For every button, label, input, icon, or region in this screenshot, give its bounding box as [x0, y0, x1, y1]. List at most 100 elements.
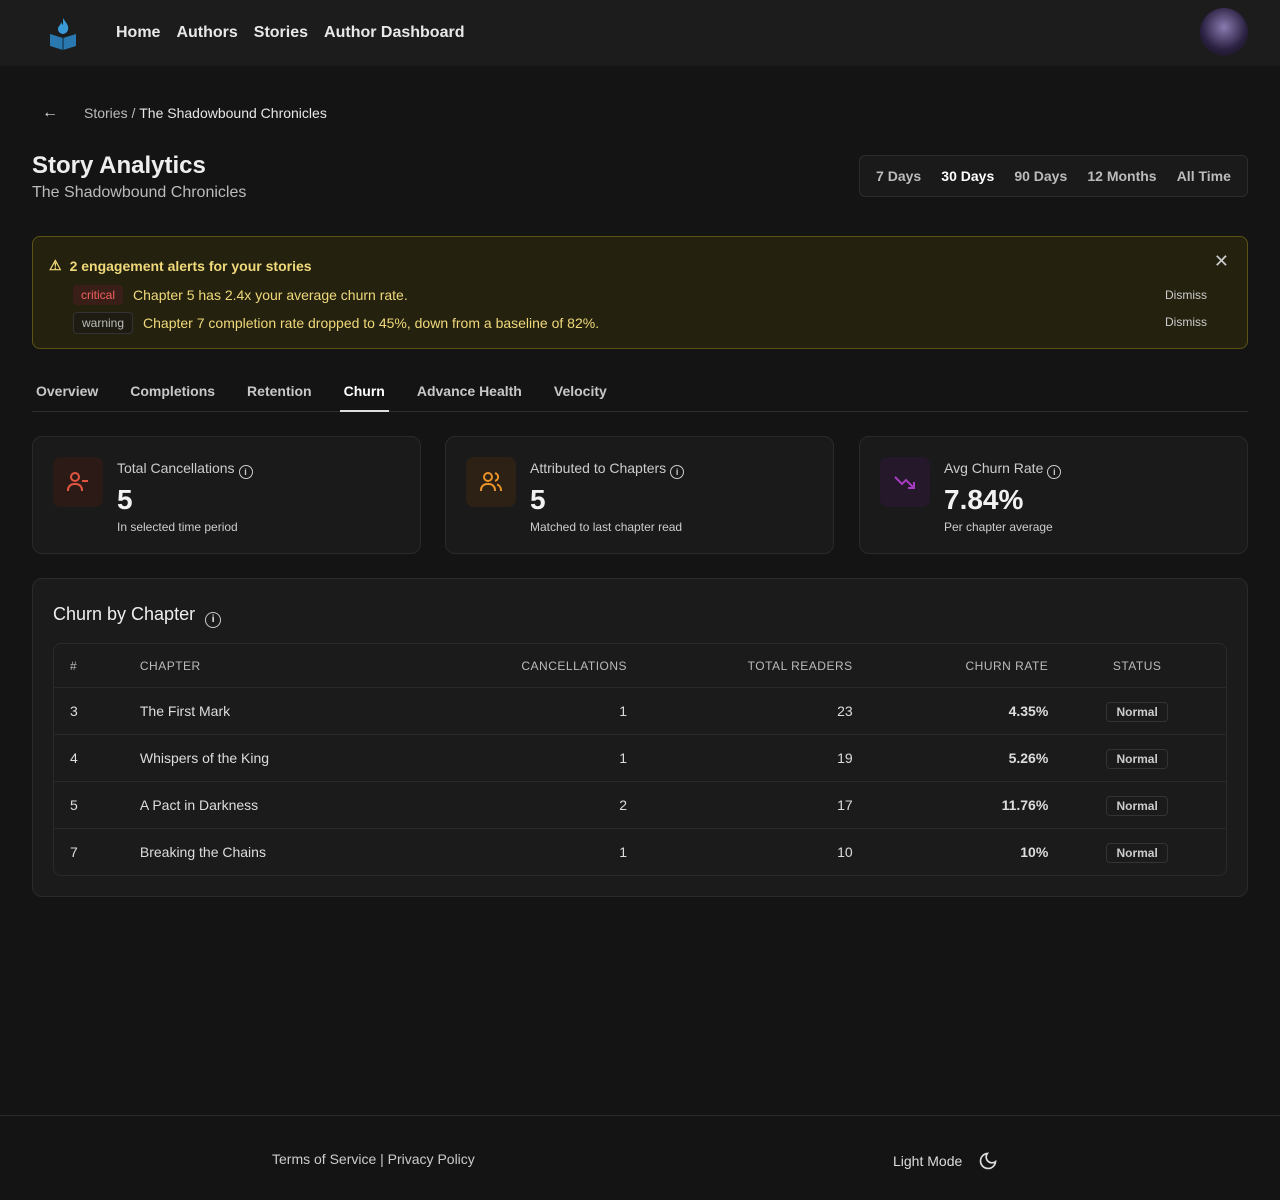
card-label: Avg Churn Rate — [944, 460, 1044, 476]
card-desc: Per chapter average — [944, 520, 1053, 534]
warning-badge: warning — [73, 312, 134, 334]
range-7-days[interactable]: 7 Days — [876, 168, 922, 184]
status-badge: Normal — [1106, 749, 1168, 769]
total-cancellations-card: Total Cancellations i 5 In selected time … — [32, 436, 421, 554]
status-cell: Normal — [1048, 796, 1226, 816]
range-all-time[interactable]: All Time — [1176, 168, 1231, 184]
col-total-readers[interactable]: TOTAL READERS — [747, 658, 853, 673]
tab-churn[interactable]: Churn — [339, 372, 389, 412]
card-label: Total Cancellations — [117, 460, 235, 476]
page-title: Story Analytics — [32, 152, 206, 179]
chapter-title: Breaking the Chains — [139, 844, 266, 860]
breadcrumb-separator: / — [127, 105, 140, 121]
avatar[interactable] — [1200, 8, 1248, 56]
top-nav: Home Authors Stories Author Dashboard — [0, 0, 1280, 66]
footer: Terms of Service | Privacy Policy Light … — [0, 1115, 1280, 1200]
chapter-title: The First Mark — [139, 703, 231, 719]
logo-icon[interactable] — [48, 16, 78, 50]
info-icon[interactable]: i — [1047, 465, 1062, 479]
alert-item: warning Chapter 7 completion rate droppe… — [73, 312, 599, 334]
table-header: # CHAPTER CANCELLATIONS TOTAL READERS CH… — [54, 644, 1226, 687]
cancellations: 1 — [619, 750, 628, 766]
avg-churn-rate-card: Avg Churn Rate i 7.84% Per chapter averag… — [859, 436, 1248, 554]
breadcrumb: ← Stories / The Shadowbound Chronicles — [42, 104, 327, 122]
table-row: 3 The First Mark 1 23 4.35% Normal — [54, 687, 1226, 734]
close-icon[interactable]: ✕ — [1213, 251, 1229, 271]
table-row: 5 A Pact in Darkness 2 17 11.76% Normal — [54, 781, 1226, 828]
col-status[interactable]: STATUS — [1112, 658, 1162, 673]
total-readers: 17 — [837, 797, 853, 813]
chapter-number: 3 — [70, 703, 78, 719]
dismiss-button[interactable]: Dismiss — [1165, 288, 1207, 302]
col-churn-rate[interactable]: CHURN RATE — [965, 658, 1049, 673]
card-value: 5 — [117, 484, 133, 515]
info-icon[interactable]: i — [205, 612, 222, 628]
cancellations: 2 — [619, 797, 628, 813]
churn-rate: 11.76% — [1001, 797, 1049, 813]
churn-by-chapter-panel: Churn by Chapter i # CHAPTER CANCELLATION… — [32, 578, 1248, 897]
churn-rate: 5.26% — [1008, 750, 1049, 766]
alert-text: Chapter 7 completion rate dropped to 45%… — [143, 315, 600, 331]
tab-velocity[interactable]: Velocity — [553, 383, 607, 399]
status-badge: Normal — [1106, 796, 1168, 816]
table-row: 4 Whispers of the King 1 19 5.26% Normal — [54, 734, 1226, 781]
tab-advance-health[interactable]: Advance Health — [416, 383, 522, 399]
table-row: 7 Breaking the Chains 1 10 10% Normal — [54, 828, 1226, 875]
users-icon — [466, 457, 516, 507]
card-desc: In selected time period — [117, 520, 238, 534]
range-30-days[interactable]: 30 Days — [941, 168, 995, 184]
alerts-title: 2 engagement alerts for your stories — [69, 257, 312, 274]
col-number[interactable]: # — [70, 658, 78, 673]
col-cancellations[interactable]: CANCELLATIONS — [521, 658, 628, 673]
alert-item: critical Chapter 5 has 2.4x your average… — [73, 285, 408, 305]
cancellations: 1 — [619, 844, 628, 860]
back-arrow-icon[interactable]: ← — [42, 104, 58, 121]
dismiss-button[interactable]: Dismiss — [1165, 315, 1207, 329]
card-label: Attributed to Chapters — [530, 460, 667, 476]
info-icon[interactable]: i — [670, 465, 685, 479]
warning-icon: ⚠ — [49, 257, 62, 273]
attributed-to-chapters-card: Attributed to Chapters i 5 Matched to las… — [445, 436, 834, 554]
trending-down-icon — [880, 457, 930, 507]
status-badge: Normal — [1106, 843, 1168, 863]
churn-rate: 10% — [1020, 844, 1049, 860]
alert-text: Chapter 5 has 2.4x your average churn ra… — [133, 287, 408, 303]
total-readers: 10 — [837, 844, 853, 860]
analytics-tabs: Overview Completions Retention Churn Adv… — [32, 372, 1248, 412]
chapter-number: 7 — [70, 844, 78, 860]
card-desc: Matched to last chapter read — [530, 520, 683, 534]
status-badge: Normal — [1106, 702, 1168, 722]
nav-stories[interactable]: Stories — [253, 24, 309, 41]
breadcrumb-parent[interactable]: Stories — [84, 105, 128, 121]
chapter-title: Whispers of the King — [139, 750, 270, 766]
cancellations: 1 — [619, 703, 628, 719]
status-cell: Normal — [1048, 749, 1226, 769]
churn-table: # CHAPTER CANCELLATIONS TOTAL READERS CH… — [53, 643, 1227, 876]
col-chapter[interactable]: CHAPTER — [139, 658, 201, 673]
total-readers: 23 — [837, 703, 853, 719]
card-value: 5 — [530, 484, 546, 515]
nav-home[interactable]: Home — [116, 24, 161, 41]
chapter-number: 4 — [70, 750, 78, 766]
churn-rate: 4.35% — [1008, 703, 1049, 719]
chapter-title: A Pact in Darkness — [139, 797, 259, 813]
page-subtitle: The Shadowbound Chronicles — [32, 184, 247, 201]
range-12-months[interactable]: 12 Months — [1087, 168, 1157, 184]
critical-badge: critical — [73, 285, 124, 305]
user-minus-icon — [53, 457, 103, 507]
footer-links[interactable]: Terms of Service | Privacy Policy — [272, 1151, 475, 1167]
panel-title: Churn by Chapter — [53, 604, 196, 624]
moon-icon[interactable] — [978, 1151, 998, 1171]
light-mode-toggle[interactable]: Light Mode — [893, 1153, 963, 1169]
nav-author-dashboard[interactable]: Author Dashboard — [324, 24, 465, 41]
engagement-alerts: ⚠ 2 engagement alerts for your stories ✕ … — [32, 236, 1248, 349]
range-90-days[interactable]: 90 Days — [1014, 168, 1068, 184]
info-icon[interactable]: i — [238, 465, 253, 479]
tab-overview[interactable]: Overview — [36, 383, 99, 399]
status-cell: Normal — [1048, 702, 1226, 722]
tab-retention[interactable]: Retention — [247, 383, 312, 399]
status-cell: Normal — [1048, 843, 1226, 863]
time-range-selector: 7 Days 30 Days 90 Days 12 Months All Tim… — [859, 155, 1248, 197]
nav-authors[interactable]: Authors — [176, 24, 238, 41]
tab-completions[interactable]: Completions — [130, 383, 216, 399]
